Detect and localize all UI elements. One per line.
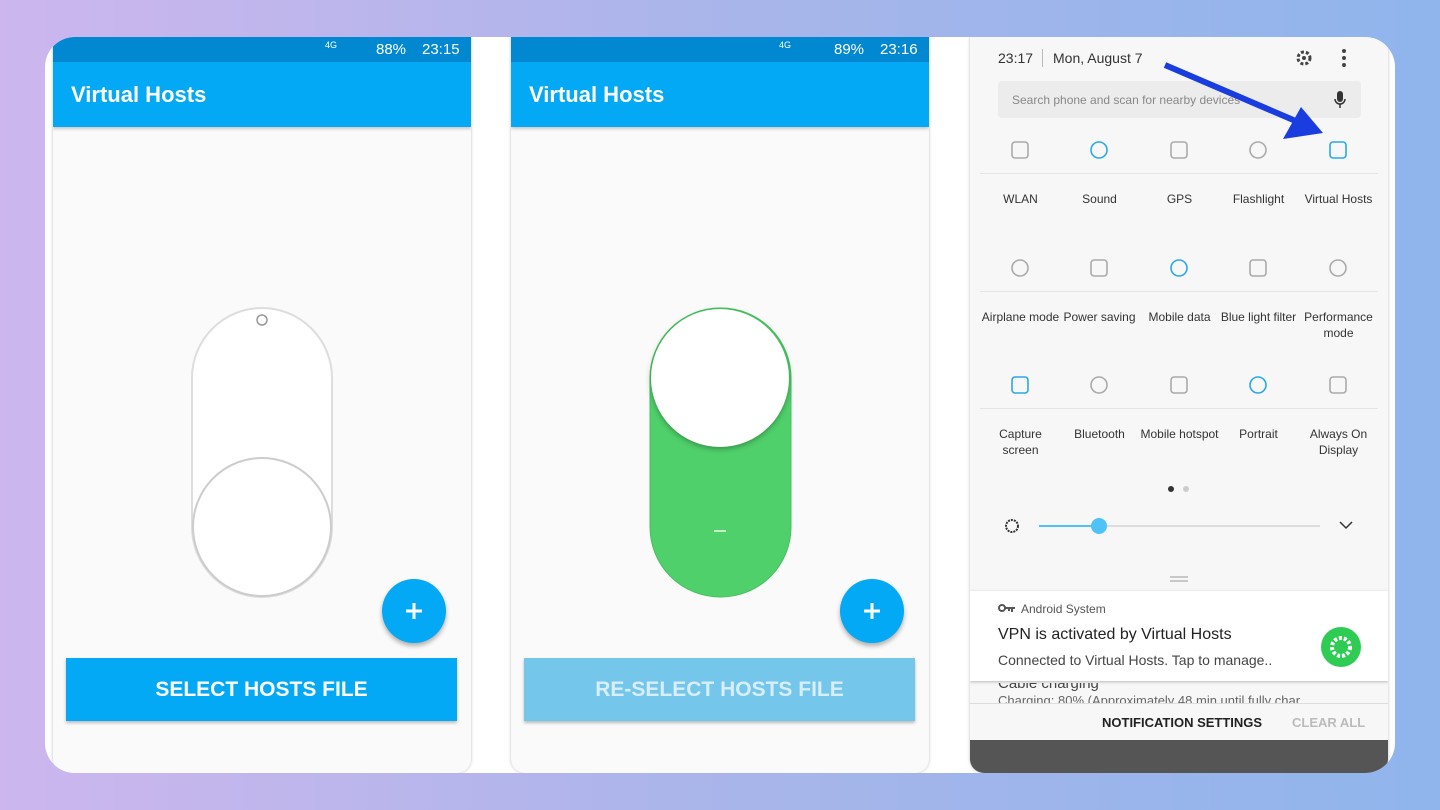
settings-icons[interactable] bbox=[1293, 47, 1353, 69]
switch-on[interactable] bbox=[641, 299, 801, 609]
notification-settings[interactable]: NOTIFICATION SETTINGS bbox=[1102, 715, 1263, 730]
tile-label[interactable]: Mobile hotspot bbox=[1140, 427, 1219, 441]
card: 4G 88% 23:15 Virtual Hosts SELECT HOSTS … bbox=[45, 37, 1395, 773]
notification-actions: NOTIFICATION SETTINGS CLEAR ALL bbox=[970, 703, 1388, 740]
tile-label[interactable]: Virtual Hosts bbox=[1304, 192, 1373, 206]
quick-panel: 23:17 Mon, August 7 Search phone and sca… bbox=[970, 37, 1388, 773]
tile-divider bbox=[980, 173, 1060, 174]
tile-divider bbox=[1059, 291, 1139, 292]
tile-icon[interactable] bbox=[1084, 135, 1114, 165]
tile-icon[interactable] bbox=[1243, 253, 1273, 283]
battery: 88% bbox=[376, 41, 407, 58]
tile-icon[interactable] bbox=[1164, 370, 1194, 400]
notification-title: VPN is activated by Virtual Hosts bbox=[998, 626, 1232, 643]
tile-label[interactable]: Portrait bbox=[1239, 427, 1278, 441]
tile-divider bbox=[1298, 408, 1378, 409]
divider bbox=[1042, 49, 1043, 67]
battery: 89% bbox=[834, 41, 865, 58]
app-bar: Virtual Hosts bbox=[511, 62, 929, 127]
tile-divider bbox=[1059, 173, 1139, 174]
tile-divider bbox=[1218, 173, 1298, 174]
network: 4G bbox=[325, 40, 338, 50]
tile-label[interactable]: Capture screen bbox=[999, 427, 1042, 457]
app-bar: Virtual Hosts bbox=[53, 62, 471, 127]
tile-icon[interactable] bbox=[1164, 135, 1194, 165]
tile-divider bbox=[1139, 291, 1219, 292]
tile-label[interactable]: Always On Display bbox=[1309, 427, 1368, 457]
tile-label[interactable]: GPS bbox=[1166, 192, 1193, 206]
partial-notification: Cable charging Charging: 80% (Approximat… bbox=[970, 683, 1388, 703]
tile-divider bbox=[1218, 408, 1298, 409]
tile-label[interactable]: Performance mode bbox=[1304, 310, 1373, 340]
panel-date: Mon, August 7 bbox=[1053, 50, 1143, 66]
add-button[interactable] bbox=[382, 579, 446, 643]
tile-divider bbox=[980, 291, 1060, 292]
tile-divider bbox=[980, 408, 1060, 409]
partial-title: Cable charging bbox=[998, 683, 1099, 692]
tile-label[interactable]: Power saving bbox=[1063, 310, 1136, 324]
phone-screen: 4G 88% 23:15 Virtual Hosts SELECT HOSTS … bbox=[53, 37, 471, 773]
tile-divider bbox=[1139, 173, 1219, 174]
tile-divider bbox=[1139, 408, 1219, 409]
tile-icon[interactable] bbox=[1164, 253, 1194, 283]
tile-icon[interactable] bbox=[1243, 135, 1273, 165]
tile-icon[interactable] bbox=[1243, 370, 1273, 400]
status-bar: 4G 88% 23:15 bbox=[53, 37, 471, 62]
mic-icon[interactable] bbox=[1332, 89, 1348, 111]
clock: 23:15 bbox=[422, 41, 460, 58]
tile-divider bbox=[1298, 291, 1378, 292]
tile-divider bbox=[1218, 291, 1298, 292]
page-and-brightness bbox=[1005, 486, 1353, 582]
tile-icon[interactable] bbox=[1084, 253, 1114, 283]
partial-text: Charging: 80% (Approximately 48 min unti… bbox=[998, 693, 1311, 703]
tile-label[interactable]: Bluetooth bbox=[1074, 427, 1125, 441]
key-icon bbox=[998, 604, 1015, 612]
reselect-hosts-button[interactable]: RE-SELECT HOSTS FILE bbox=[524, 658, 915, 721]
arrow bbox=[1163, 62, 1323, 139]
tile-icon[interactable] bbox=[1005, 135, 1035, 165]
phone-screen: 4G 89% 23:16 Virtual Hosts RE-SELECT HOS… bbox=[511, 37, 929, 773]
select-hosts-button[interactable]: SELECT HOSTS FILE bbox=[66, 658, 457, 721]
clear-all[interactable]: CLEAR ALL bbox=[1292, 715, 1366, 730]
add-button[interactable] bbox=[840, 579, 904, 643]
tile-label[interactable]: Airplane mode bbox=[981, 310, 1060, 324]
switch-off[interactable] bbox=[183, 299, 333, 599]
tile-icon[interactable] bbox=[1323, 135, 1353, 165]
tile-icon[interactable] bbox=[1005, 370, 1035, 400]
tile-label[interactable]: Mobile data bbox=[1148, 310, 1211, 324]
network: 4G bbox=[779, 40, 792, 50]
tile-label[interactable]: Flashlight bbox=[1232, 192, 1285, 206]
notification-text: Connected to Virtual Hosts. Tap to manag… bbox=[998, 652, 1273, 668]
tile-label[interactable]: Sound bbox=[1082, 192, 1117, 206]
tile-icon[interactable] bbox=[1323, 370, 1353, 400]
tile-label[interactable]: WLAN bbox=[1003, 192, 1038, 206]
tile-label[interactable]: Blue light filter bbox=[1220, 310, 1297, 324]
tile-icon[interactable] bbox=[1084, 370, 1114, 400]
bottom-bar bbox=[970, 740, 1388, 773]
notification-icon bbox=[1321, 627, 1361, 667]
tile-divider bbox=[1298, 173, 1378, 174]
tile-icon[interactable] bbox=[1323, 253, 1353, 283]
notification-app: Android System bbox=[1021, 602, 1106, 616]
tile-divider bbox=[1059, 408, 1139, 409]
clock: 23:16 bbox=[880, 41, 918, 58]
notification[interactable]: Android System VPN is activated by Virtu… bbox=[970, 591, 1388, 681]
status-bar: 4G 89% 23:16 bbox=[511, 37, 929, 62]
panel-time: 23:17 bbox=[998, 50, 1034, 66]
tile-icon[interactable] bbox=[1005, 253, 1035, 283]
